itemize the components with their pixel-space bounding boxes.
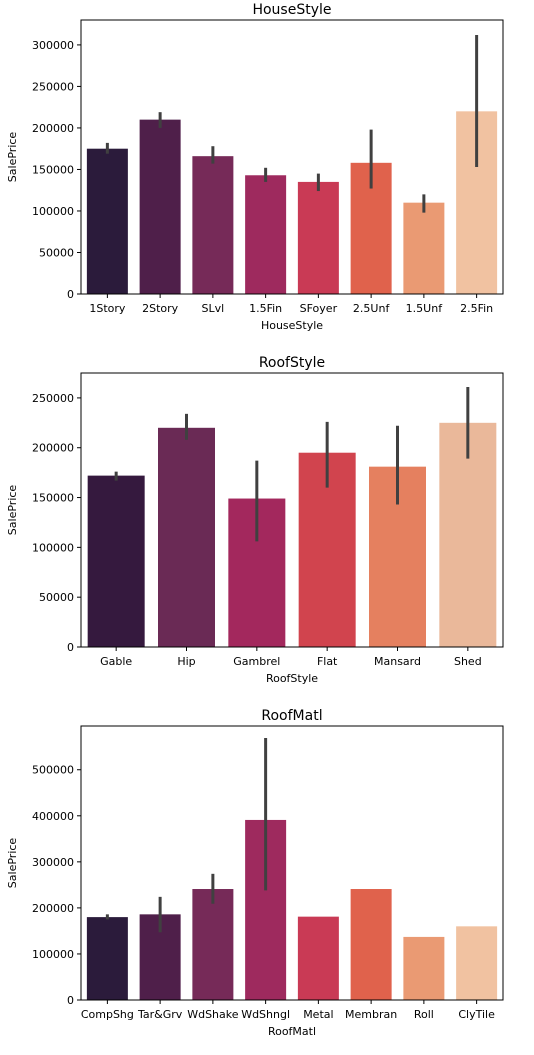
bar-shed — [439, 422, 497, 647]
x-tick-label: Mansard — [374, 655, 421, 668]
plot-frame — [80, 19, 504, 295]
y-tick-label: 0 — [67, 288, 74, 301]
y-tick-label: 200000 — [32, 442, 74, 455]
bar-1.5unf — [403, 202, 445, 294]
y-tick-label: 500000 — [32, 764, 74, 777]
bar-roll — [403, 936, 445, 1000]
y-axis-label: SalePrice — [6, 838, 19, 889]
bar-2story — [139, 119, 181, 295]
x-tick-label: 1.5Unf — [406, 302, 444, 315]
y-tick-label: 300000 — [32, 856, 74, 869]
x-tick-label: WdShake — [187, 1008, 239, 1021]
bar-1.5fin — [245, 175, 287, 294]
x-tick-label: Gable — [100, 655, 132, 668]
y-tick-label: 400000 — [32, 810, 74, 823]
chart-title: HouseStyle — [252, 2, 331, 18]
x-tick-label: 2.5Unf — [353, 302, 391, 315]
y-tick-label: 0 — [67, 641, 74, 654]
x-axis-label: RoofMatl — [268, 1025, 316, 1038]
plot-frame — [80, 725, 504, 1001]
y-tick-label: 150000 — [32, 492, 74, 505]
bar-membran — [350, 889, 392, 1000]
bar-sfoyer — [297, 181, 339, 294]
x-tick-label: Membran — [345, 1008, 397, 1021]
y-tick-label: 100000 — [32, 541, 74, 554]
x-tick-label: Gambrel — [233, 655, 280, 668]
chart-title: RoofMatl — [261, 708, 322, 724]
x-tick-label: 2Story — [142, 302, 179, 315]
x-tick-label: Roll — [414, 1008, 434, 1021]
x-tick-label: CompShg — [81, 1008, 134, 1021]
y-tick-label: 200000 — [32, 122, 74, 135]
x-tick-label: 2.5Fin — [460, 302, 493, 315]
y-tick-label: 0 — [67, 994, 74, 1007]
x-axis-label: HouseStyle — [261, 319, 323, 332]
chart-title: RoofStyle — [259, 355, 325, 371]
bar-gable — [87, 475, 145, 647]
y-axis-label: SalePrice — [6, 485, 19, 536]
x-tick-label: Tar&Grv — [137, 1008, 183, 1021]
y-tick-label: 50000 — [39, 246, 74, 259]
y-tick-label: 100000 — [32, 205, 74, 218]
chart-panel-housestyle: HouseStyle 0 50000 100000 150000 200000 250000… — [6, 2, 504, 332]
x-tick-label: Metal — [303, 1008, 333, 1021]
y-tick-label: 100000 — [32, 948, 74, 961]
y-tick-label: 300000 — [32, 39, 74, 52]
x-tick-label: 1.5Fin — [249, 302, 282, 315]
y-tick-label: 250000 — [32, 80, 74, 93]
x-axis-label: RoofStyle — [266, 672, 318, 685]
y-tick-label: 250000 — [32, 392, 74, 405]
y-axis-label: SalePrice — [6, 132, 19, 183]
x-tick-label: Flat — [317, 655, 338, 668]
x-tick-label: Hip — [177, 655, 195, 668]
bar-hip — [158, 427, 215, 647]
chart-panel-roofstyle: RoofStyle 0 50000 100000 150000 200000 250000 S… — [6, 355, 504, 685]
y-tick-label: 200000 — [32, 902, 74, 915]
x-tick-label: WdShngl — [241, 1008, 290, 1021]
chart-panel-roofmatl: RoofMatl 0 100000 200000 300000 400000 500000 S… — [6, 708, 504, 1038]
bar-compshg — [86, 917, 128, 1000]
bar-slvl — [192, 156, 234, 294]
y-tick-label: 50000 — [39, 591, 74, 604]
bar-metal — [297, 916, 339, 1000]
x-tick-label: SLvl — [202, 302, 225, 315]
y-tick-label: 150000 — [32, 163, 74, 176]
x-tick-label: SFoyer — [300, 302, 338, 315]
x-tick-label: Shed — [454, 655, 482, 668]
bar-wdshake — [192, 889, 234, 1000]
x-tick-label: 1Story — [89, 302, 126, 315]
plot-frame — [80, 372, 504, 648]
bar-clytile — [456, 926, 498, 1000]
x-tick-label: ClyTile — [458, 1008, 495, 1021]
bar-1story — [86, 148, 128, 294]
